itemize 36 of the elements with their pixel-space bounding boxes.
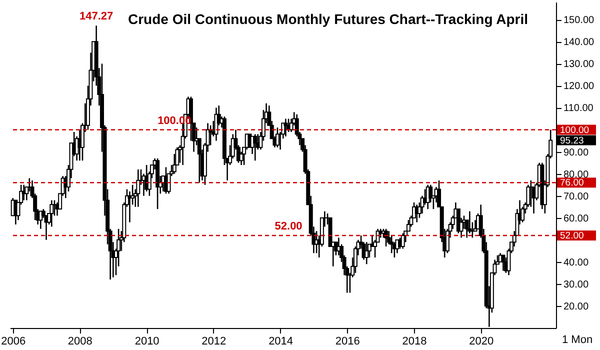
annotation: 95.23 — [560, 135, 584, 146]
text: 1 Mon — [562, 334, 593, 346]
candlestick — [406, 219, 410, 232]
candlestick — [284, 118, 288, 138]
candlestick — [136, 168, 140, 208]
y-tick-label: 130.00 — [564, 59, 595, 70]
ref-line-label: 76.00 — [560, 178, 584, 189]
y-tick-label: 120.00 — [564, 81, 595, 92]
candlestick — [364, 241, 369, 265]
x-tick-label: 2016 — [335, 336, 360, 348]
y-tick-label: 90.00 — [564, 147, 589, 158]
x-tick-label: 2020 — [469, 336, 494, 348]
ref-line-label: 52.00 — [560, 230, 584, 242]
candlestick — [501, 254, 506, 272]
y-tick-label: 140.00 — [564, 37, 595, 48]
x-tick-label: 2012 — [202, 336, 226, 348]
ref-line-label: 100.00 — [560, 124, 590, 136]
candlestick — [468, 210, 472, 234]
y-tick-label: 110.00 — [564, 103, 594, 114]
y-tick-label: 30.00 — [564, 279, 589, 290]
annotation: 52.00 — [274, 220, 302, 232]
x-tick-label: 2010 — [134, 336, 160, 348]
text: Crude Oil Continuous Monthly Futures Chart--Tracking April — [128, 11, 528, 27]
x-tick-label: 2006 — [1, 336, 26, 348]
x-tick-label: 2018 — [402, 336, 427, 348]
candlestick — [50, 200, 54, 228]
x-tick-label: 2014 — [268, 336, 294, 348]
candlestick — [172, 153, 176, 174]
y-tick-label: 150.00 — [564, 15, 595, 26]
y-tick-label: 60.00 — [564, 213, 589, 224]
candlestick — [400, 232, 405, 250]
x-tick-label: 2008 — [68, 336, 92, 348]
annotation: 147.27 — [79, 10, 114, 23]
y-tick-label: 40.00 — [564, 257, 589, 268]
y-tick-label: 70.00 — [564, 191, 589, 202]
y-tick-label: 20.00 — [564, 301, 589, 312]
